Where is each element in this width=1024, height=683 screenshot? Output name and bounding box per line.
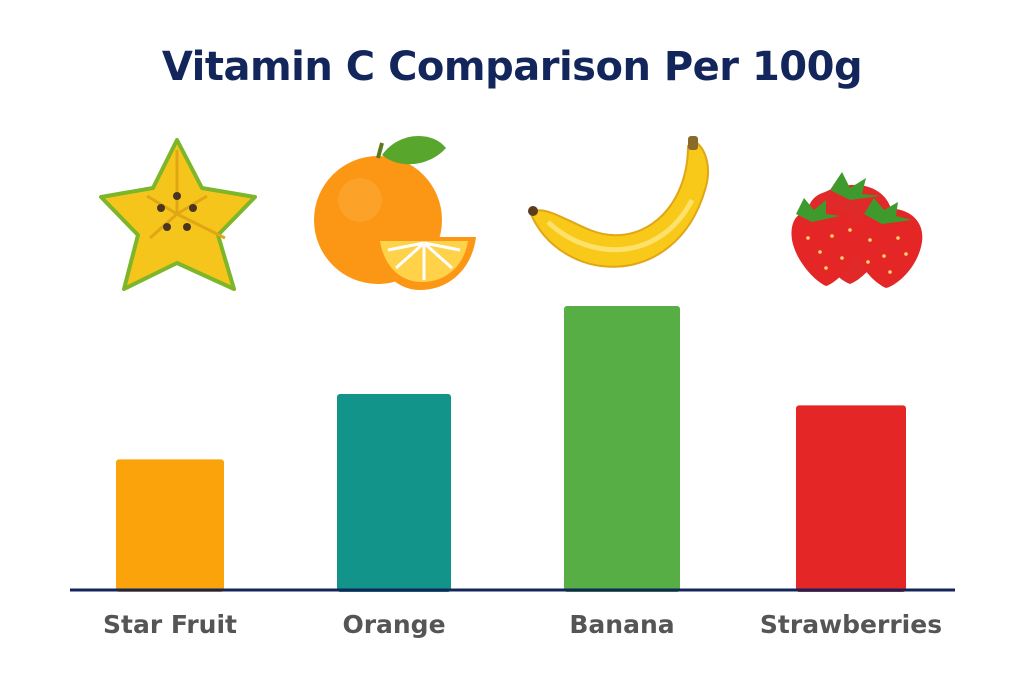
bar-star-fruit — [116, 459, 224, 592]
banana-icon — [528, 136, 709, 268]
orange-icon — [314, 135, 476, 290]
category-label: Star Fruit — [103, 610, 237, 639]
star-fruit-icon — [99, 138, 257, 291]
bar-orange — [337, 394, 451, 592]
bar-strawberries — [796, 405, 906, 592]
chart-title: Vitamin C Comparison Per 100g — [161, 44, 863, 90]
category-label: Orange — [342, 610, 445, 639]
bar-banana — [564, 306, 680, 592]
category-label: Strawberries — [760, 610, 942, 639]
category-label: Banana — [569, 610, 674, 639]
strawberries-icon — [791, 172, 923, 288]
